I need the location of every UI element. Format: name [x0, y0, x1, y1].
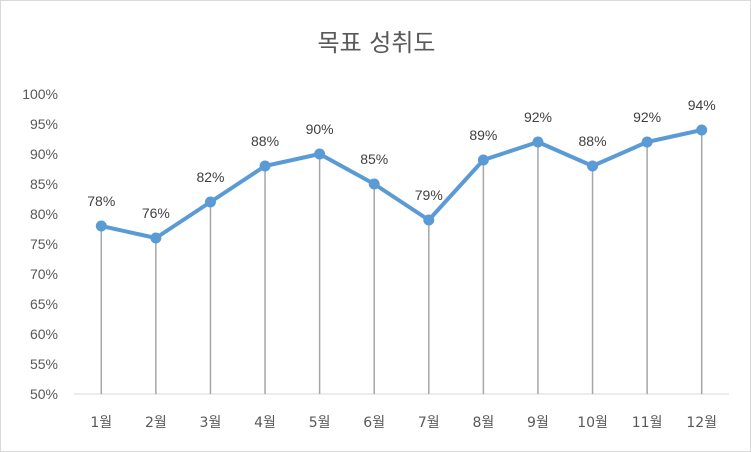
- x-tick-label: 2월: [145, 415, 167, 431]
- x-tick-label: 5월: [309, 415, 331, 431]
- y-tick-label: 55%: [30, 356, 58, 372]
- x-tick-label: 1월: [90, 415, 112, 431]
- y-tick-label: 70%: [30, 266, 58, 282]
- x-tick-label: 3월: [200, 415, 222, 431]
- data-point: [477, 154, 489, 166]
- data-label: 90%: [306, 121, 334, 137]
- data-label: 94%: [688, 97, 716, 113]
- y-tick-label: 80%: [30, 206, 58, 222]
- x-tick-label: 11월: [632, 415, 663, 431]
- x-tick-label: 12월: [686, 415, 717, 431]
- data-point: [150, 232, 162, 244]
- x-tick-label: 10월: [577, 415, 608, 431]
- data-point: [314, 148, 326, 160]
- y-tick-label: 75%: [30, 236, 58, 252]
- data-point: [641, 136, 653, 148]
- data-label: 82%: [196, 169, 224, 185]
- x-tick-label: 9월: [527, 415, 549, 431]
- data-label: 79%: [415, 187, 443, 203]
- x-tick-label: 7월: [418, 415, 440, 431]
- data-label: 88%: [251, 133, 279, 149]
- series-line: [99, 128, 704, 240]
- data-point: [259, 160, 271, 172]
- y-tick-label: 95%: [30, 116, 58, 132]
- data-point: [204, 196, 216, 208]
- x-tick-label: 6월: [363, 415, 385, 431]
- data-label: 88%: [579, 133, 607, 149]
- y-tick-label: 90%: [30, 146, 58, 162]
- chart-title: 목표 성취도: [317, 29, 436, 57]
- data-point: [423, 214, 435, 226]
- data-label: 76%: [142, 205, 170, 221]
- y-tick-label: 65%: [30, 296, 58, 312]
- data-point: [95, 220, 107, 232]
- y-tick-label: 50%: [30, 386, 58, 402]
- x-tick-label: 4월: [254, 415, 276, 431]
- data-point: [696, 124, 708, 136]
- data-point: [368, 178, 380, 190]
- data-label: 92%: [524, 109, 552, 125]
- data-label: 89%: [469, 127, 497, 143]
- data-label: 92%: [633, 109, 661, 125]
- data-label: 85%: [360, 151, 388, 167]
- data-point: [532, 136, 544, 148]
- y-tick-label: 60%: [30, 326, 58, 342]
- y-tick-label: 85%: [30, 176, 58, 192]
- data-label: 78%: [87, 193, 115, 209]
- y-tick-label: 100%: [22, 86, 58, 102]
- x-tick-label: 8월: [472, 415, 494, 431]
- data-point: [587, 160, 599, 172]
